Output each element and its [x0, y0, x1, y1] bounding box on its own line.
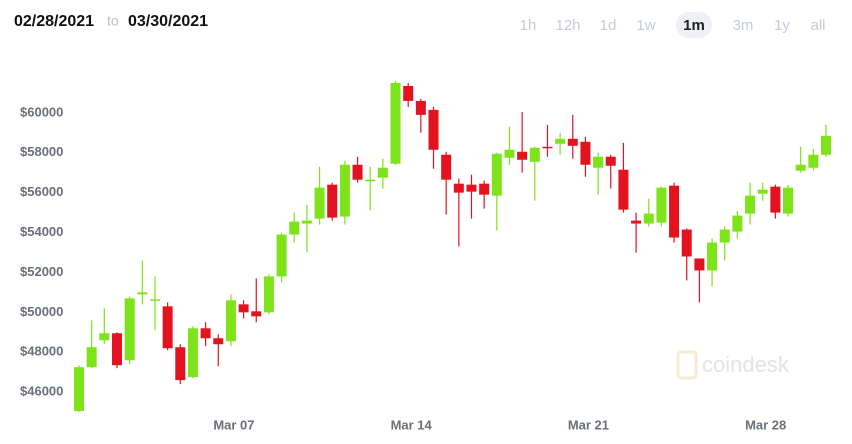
candle-body [111, 333, 122, 366]
candle-body [428, 109, 439, 150]
date-from: 02/28/2021 [14, 13, 94, 30]
range-button[interactable]: all [810, 17, 825, 34]
range-button[interactable]: 1h [520, 17, 537, 34]
candle-body [770, 186, 781, 213]
range-button[interactable]: 3m [733, 17, 754, 34]
candle-body [732, 215, 743, 232]
x-tick-label: Mar 07 [213, 417, 254, 432]
candle-body [162, 306, 173, 349]
candle-body [491, 153, 502, 196]
y-tick-label: $56000 [20, 184, 63, 199]
candle-body [200, 328, 211, 339]
candle-body [327, 184, 338, 218]
range-button[interactable]: 1w [636, 17, 655, 34]
candle-body [301, 220, 312, 224]
candle-body [719, 229, 730, 243]
x-tick-label: Mar 21 [568, 417, 609, 432]
candle-body [795, 164, 806, 171]
candle-body [365, 179, 376, 182]
candle-body [745, 195, 756, 214]
watermark-icon [676, 350, 698, 380]
candle-body [821, 135, 831, 155]
range-pill [676, 12, 712, 38]
candle-body [124, 298, 135, 361]
range-button[interactable]: 1m [683, 17, 705, 34]
candle-body [99, 333, 110, 341]
candle-body [707, 242, 718, 271]
candle-body [137, 292, 148, 295]
candle-body [656, 187, 667, 223]
candle-body [605, 156, 616, 166]
candle-body [263, 276, 274, 313]
candle-body [289, 221, 300, 235]
candle-body [669, 185, 680, 238]
candle-body [377, 167, 388, 178]
y-tick-label: $48000 [20, 344, 63, 359]
candle-body [441, 154, 452, 180]
candle-body [251, 311, 262, 317]
candle-body [390, 82, 401, 164]
candle-body [149, 299, 160, 301]
x-tick-label: Mar 14 [391, 417, 433, 432]
range-button[interactable]: 1d [600, 17, 617, 34]
candle-body [238, 304, 249, 313]
range-button[interactable]: 12h [555, 17, 580, 34]
candle-body [542, 146, 553, 149]
candle-body [681, 229, 692, 257]
candle-body [593, 156, 604, 168]
candle-body [517, 151, 528, 160]
candle-body [529, 147, 540, 162]
y-tick-label: $50000 [20, 304, 63, 319]
range-button[interactable]: 1y [774, 17, 790, 34]
candle-body [175, 347, 186, 381]
candle-body [694, 258, 705, 271]
candle-body [453, 183, 464, 193]
candle-body [466, 184, 477, 192]
x-tick-label: Mar 28 [745, 417, 786, 432]
candle-body [276, 234, 287, 277]
candle-body [403, 85, 414, 101]
candle-body [618, 169, 629, 210]
candle-body [314, 187, 325, 219]
candle-body [225, 300, 236, 342]
candle-body [415, 100, 426, 115]
candle-body [555, 138, 566, 144]
y-tick-label: $52000 [20, 264, 63, 279]
date-to-word: to [107, 13, 119, 29]
candle-body [74, 367, 84, 412]
candle-body [479, 183, 490, 195]
candle-body [213, 338, 224, 345]
watermark: coindesk [676, 350, 790, 380]
y-tick-label: $46000 [20, 384, 63, 399]
watermark-text: coindesk [702, 352, 790, 377]
candle-body [504, 149, 515, 158]
y-tick-label: $54000 [20, 224, 63, 239]
candle-body [757, 189, 768, 194]
candle-body [567, 138, 578, 146]
date-until: 03/30/2021 [128, 13, 208, 30]
candle-body [339, 164, 350, 217]
candle-body [783, 187, 794, 214]
y-tick-label: $60000 [20, 104, 63, 119]
candle-body [187, 328, 198, 378]
y-tick-label: $58000 [20, 144, 63, 159]
candle-body [352, 164, 363, 180]
candle-body [631, 220, 642, 224]
candle-body [643, 213, 654, 224]
candle-body [580, 141, 591, 165]
candle-body [808, 154, 819, 168]
candle-body [86, 347, 97, 368]
